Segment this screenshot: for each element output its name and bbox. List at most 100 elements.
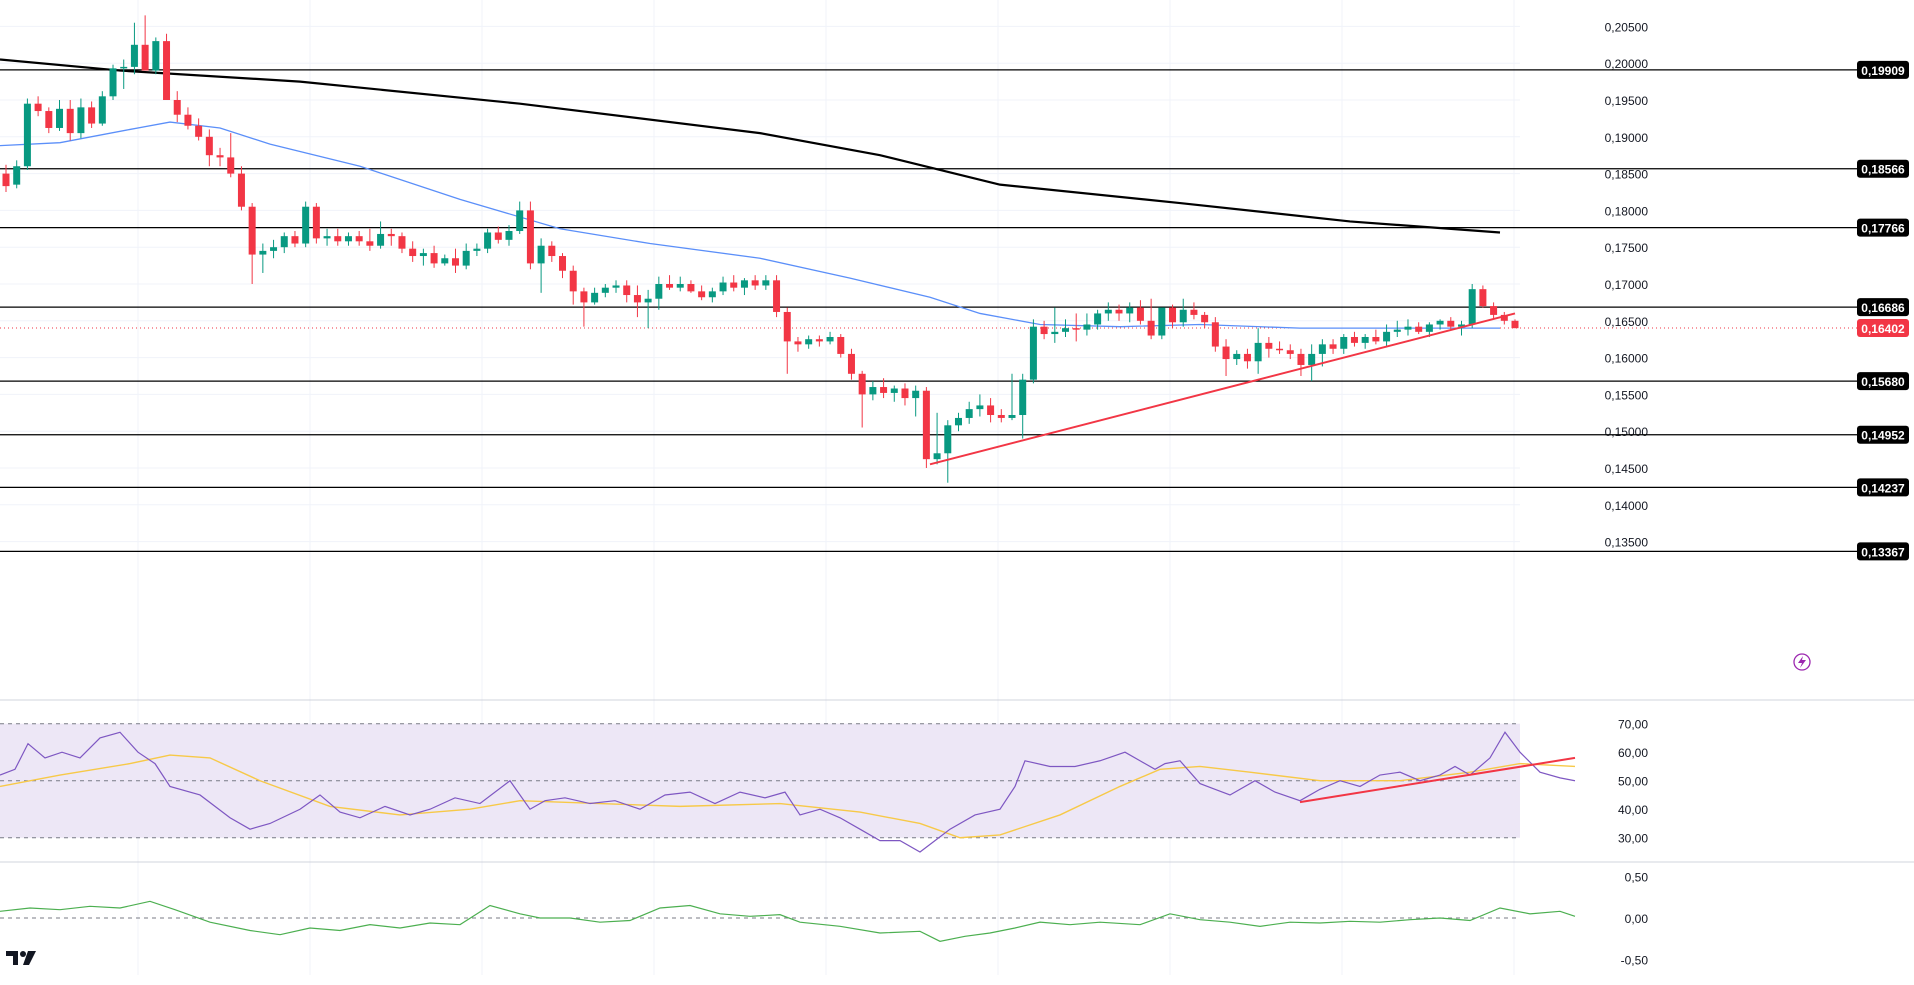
candle-body (13, 166, 21, 185)
candle (430, 245, 438, 268)
candle-body (1222, 346, 1230, 360)
candle-body (1308, 353, 1316, 365)
candle-body (591, 292, 599, 303)
candle-body (580, 291, 588, 303)
level-label: 0,15680 (1861, 375, 1905, 389)
candle (1104, 302, 1112, 321)
candle (2, 164, 10, 192)
level-label-bg (1857, 425, 1909, 444)
candle (1276, 341, 1284, 354)
candle (1115, 304, 1123, 321)
candle (1415, 322, 1423, 335)
candle-body (462, 250, 470, 266)
candle-body (109, 68, 117, 97)
candle-body (1136, 307, 1144, 321)
candle (334, 228, 342, 246)
candle (141, 15, 149, 71)
candle-body (559, 256, 567, 271)
candle-body (1190, 309, 1198, 315)
candle-body (987, 405, 995, 416)
candle (1404, 319, 1412, 336)
candle-body (676, 284, 684, 288)
candle (344, 232, 352, 246)
candle (773, 275, 781, 318)
candle (34, 96, 42, 117)
price-tick-label: 0,18000 (1605, 204, 1649, 218)
candle-body (227, 157, 235, 174)
rsi-tick-label: 30,00 (1618, 832, 1648, 846)
candle-body (965, 409, 973, 418)
candle-body (441, 258, 449, 264)
candle (109, 64, 117, 100)
candle-body (880, 387, 888, 393)
rsi-trendline (1299, 756, 1576, 804)
price-tick-label: 0,18500 (1605, 168, 1649, 182)
candle (1029, 319, 1037, 384)
candle (484, 228, 492, 254)
candle-body (666, 284, 674, 288)
candle-body (1361, 336, 1369, 343)
rsi-tick-label: 70,00 (1618, 718, 1648, 732)
candle (837, 334, 845, 358)
candle-body (291, 236, 299, 244)
price-tick-label: 0,14000 (1605, 499, 1649, 513)
candle (184, 107, 192, 130)
candle-body (794, 341, 802, 345)
candle-body (516, 210, 524, 232)
candle (441, 254, 449, 266)
candle (730, 275, 738, 292)
level-label-bg (1857, 542, 1909, 561)
candle-body (1276, 348, 1284, 351)
candle-body (130, 44, 138, 67)
level-label-bg (1857, 60, 1909, 79)
candle-body (548, 245, 556, 257)
candle-body (56, 108, 64, 128)
candle (152, 37, 160, 75)
candle-body (409, 248, 417, 257)
last-price-label-bg (1857, 319, 1909, 338)
candle (740, 278, 748, 296)
candle-body (773, 280, 781, 312)
candle (130, 22, 138, 75)
rsi-tick-label: 40,00 (1618, 803, 1648, 817)
candle (944, 420, 952, 483)
candle-body (890, 388, 898, 393)
candle-body (377, 233, 385, 246)
rsi-tick-label: 50,00 (1618, 775, 1648, 789)
candle-body (1243, 353, 1251, 362)
candle-body (1457, 324, 1465, 327)
candle (858, 370, 866, 428)
candle-body (344, 236, 352, 242)
candle (612, 280, 620, 293)
candle (205, 129, 213, 167)
candle (569, 265, 577, 305)
candle (280, 232, 288, 254)
candle-body (1436, 320, 1444, 325)
last-price-label: 0,16402 (1861, 322, 1905, 336)
candle (77, 98, 85, 139)
candle (494, 226, 502, 244)
candle (762, 275, 770, 290)
candle-body (837, 336, 845, 354)
candle-body (601, 287, 609, 293)
level-label: 0,19909 (1861, 64, 1905, 78)
price-tick-label: 0,19500 (1605, 94, 1649, 108)
candle-body (569, 270, 577, 292)
candle-body (815, 339, 823, 342)
level-label: 0,13367 (1861, 545, 1905, 559)
candle-body (1233, 353, 1241, 360)
candle-body (1201, 314, 1209, 323)
candle-body (730, 282, 738, 288)
price-tick-label: 0,16500 (1605, 315, 1649, 329)
candle-body (45, 111, 53, 128)
candle-body (1115, 309, 1123, 314)
candle-body (783, 311, 791, 342)
candle (270, 239, 278, 259)
price-tick-label: 0,17500 (1605, 241, 1649, 255)
candle (1211, 317, 1219, 352)
candle (1233, 350, 1241, 365)
candle (698, 285, 706, 301)
candle-body (1094, 313, 1102, 325)
